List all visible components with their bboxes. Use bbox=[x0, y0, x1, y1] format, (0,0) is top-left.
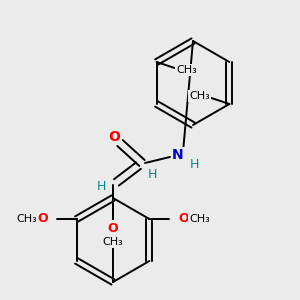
Text: CH₃: CH₃ bbox=[176, 65, 197, 75]
Text: CH₃: CH₃ bbox=[103, 237, 123, 247]
Text: N: N bbox=[172, 148, 184, 162]
Text: CH₃: CH₃ bbox=[189, 214, 210, 224]
Text: O: O bbox=[108, 221, 118, 235]
Text: H: H bbox=[189, 158, 199, 172]
Text: O: O bbox=[178, 212, 189, 226]
Text: O: O bbox=[108, 130, 120, 144]
Text: O: O bbox=[37, 212, 48, 226]
Text: H: H bbox=[96, 181, 106, 194]
Text: CH₃: CH₃ bbox=[189, 91, 210, 101]
Text: CH₃: CH₃ bbox=[16, 214, 37, 224]
Text: H: H bbox=[147, 169, 157, 182]
